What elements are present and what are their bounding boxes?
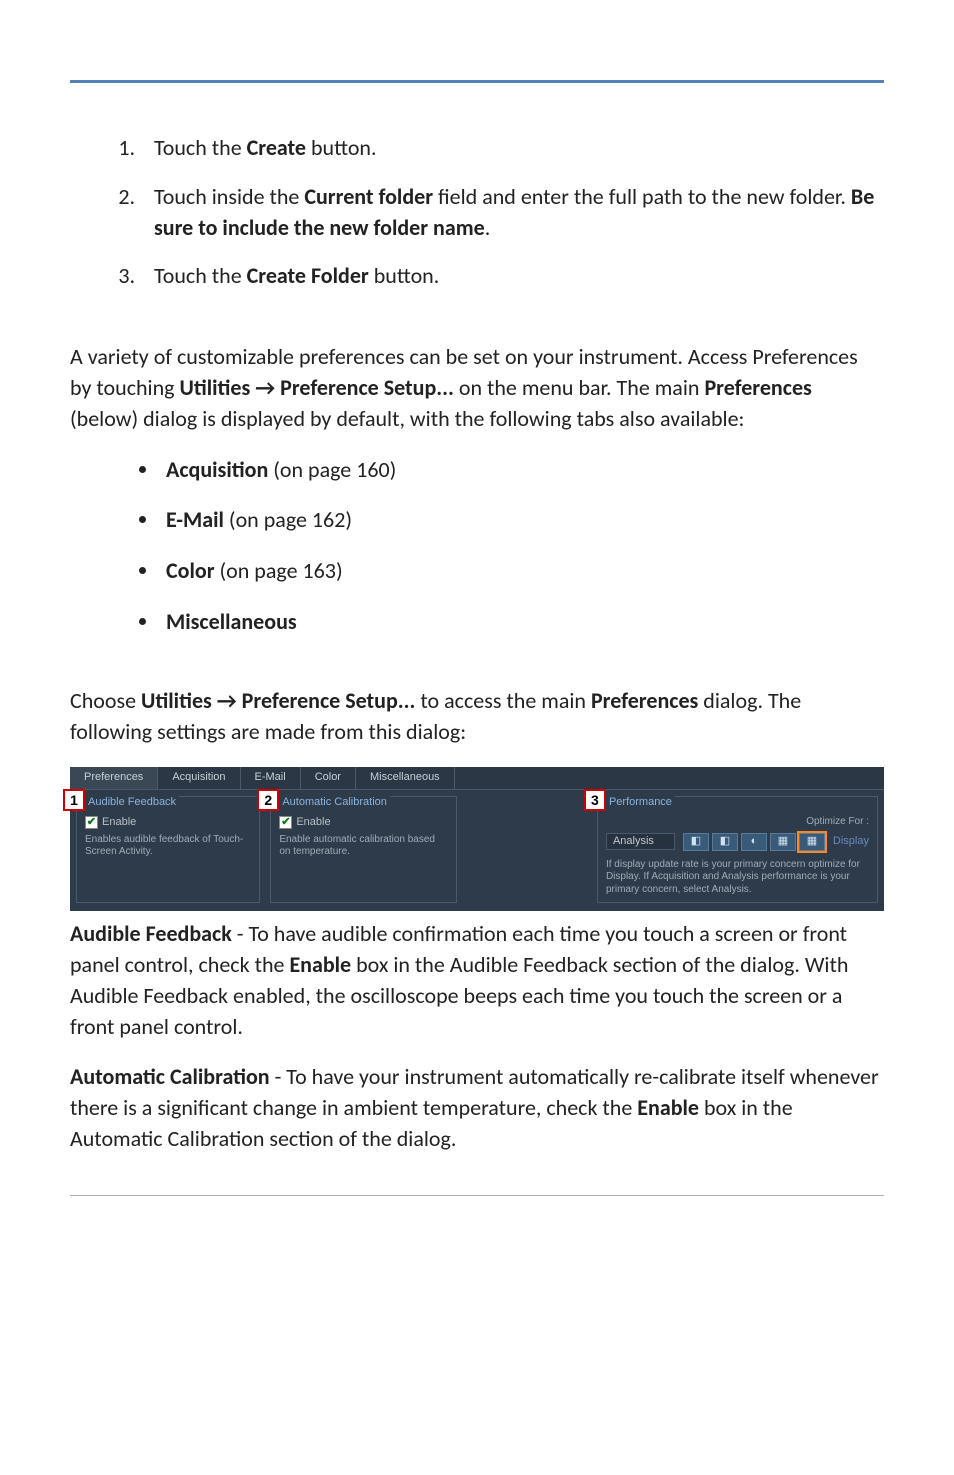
spacer [467, 796, 587, 904]
automatic-calibration-group: 2 Automatic Calibration ✔ Enable Enable … [270, 796, 457, 904]
optimize-mode-value[interactable]: Analysis [606, 833, 675, 850]
optimize-for-label: Optimize For : [806, 815, 869, 829]
step-text: Touch the [154, 134, 247, 161]
step-seg: field and enter the full path to the new… [433, 183, 851, 210]
step-3: Touch the Create Folder button. [140, 261, 884, 292]
group-title: Performance [606, 795, 675, 810]
step-seg: . [485, 214, 491, 241]
callout-3: 3 [584, 789, 606, 811]
intro-seg: Utilities → Preference Setup... [180, 374, 454, 401]
step-text: Touch the [154, 262, 247, 289]
intro-paragraph: A variety of customizable preferences ca… [70, 342, 884, 434]
tab-ref: (on page 160) [268, 456, 396, 483]
optimize-btn-3[interactable]: ◐ [741, 833, 767, 851]
tab-email[interactable]: E-Mail [241, 767, 301, 788]
seg: Automatic Calibration [70, 1063, 270, 1090]
step-seg: Touch inside the [154, 183, 304, 210]
performance-group: 3 Performance Optimize For : Analysis ◧ … [597, 796, 878, 904]
optimize-btn-4[interactable]: ▦ [770, 833, 796, 851]
optimize-btn-1[interactable]: ◧ [683, 833, 709, 851]
optimize-mode-row: Analysis ◧ ◧ ◐ ▦ ▦ Display [606, 833, 869, 851]
list-item: Miscellaneous [160, 607, 884, 638]
checkbox-label: Enable [102, 815, 136, 830]
optimize-for-row: Optimize For : [606, 815, 869, 829]
seg: Enable [637, 1094, 699, 1121]
step-text: button. [369, 262, 440, 289]
step-bold: Create Folder [247, 262, 369, 289]
tab-label: Acquisition [166, 456, 268, 483]
list-item: Color (on page 163) [160, 556, 884, 587]
choose-seg: Utilities → Preference Setup... [141, 687, 415, 714]
group-title: Audible Feedback [85, 795, 179, 810]
audible-paragraph: Audible Feedback - To have audible confi… [70, 919, 884, 1042]
group-title: Automatic Calibration [279, 795, 390, 810]
header-rule [70, 80, 884, 83]
check-icon: ✔ [85, 816, 98, 829]
performance-desc: If display update rate is your primary c… [606, 859, 869, 897]
choose-seg: to access the main [415, 687, 591, 714]
tab-label: E-Mail [166, 506, 224, 533]
tab-preferences[interactable]: Preferences [70, 767, 158, 788]
enable-calibration-checkbox[interactable]: ✔ Enable [279, 815, 448, 830]
choose-seg: Preferences [591, 687, 698, 714]
check-icon: ✔ [279, 816, 292, 829]
seg: Audible Feedback [70, 920, 232, 947]
tab-color[interactable]: Color [301, 767, 356, 788]
step-1: Touch the Create button. [140, 133, 884, 164]
step-text: button. [306, 134, 377, 161]
tab-label: Miscellaneous [166, 608, 297, 635]
footer-rule [70, 1195, 884, 1196]
dialog-tab-strip: Preferences Acquisition E-Mail Color Mis… [70, 767, 884, 789]
list-item: E-Mail (on page 162) [160, 505, 884, 536]
tab-label: Color [166, 557, 215, 584]
intro-seg: Preferences [704, 374, 811, 401]
tabs-bullet-list: Acquisition (on page 160) E-Mail (on pag… [70, 455, 884, 638]
audible-feedback-group: 1 Audible Feedback ✔ Enable Enables audi… [76, 796, 260, 904]
step-2: Touch inside the Current folder field an… [140, 182, 884, 244]
calibration-paragraph: Automatic Calibration - To have your ins… [70, 1062, 884, 1154]
callout-1: 1 [63, 789, 85, 811]
optimize-btn-2[interactable]: ◧ [712, 833, 738, 851]
display-label: Display [833, 834, 869, 849]
dialog-body: 1 Audible Feedback ✔ Enable Enables audi… [70, 790, 884, 912]
enable-audible-checkbox[interactable]: ✔ Enable [85, 815, 251, 830]
list-item: Acquisition (on page 160) [160, 455, 884, 486]
choose-seg: Choose [70, 687, 141, 714]
tab-ref: (on page 162) [224, 506, 352, 533]
tab-ref: (on page 163) [215, 557, 343, 584]
choose-paragraph: Choose Utilities → Preference Setup... t… [70, 686, 884, 748]
seg: Enable [289, 951, 351, 978]
intro-seg: on the menu bar. The main [454, 374, 705, 401]
intro-seg: (below) dialog is displayed by default, … [70, 405, 744, 432]
step-seg: Current folder [304, 183, 433, 210]
step-bold: Create [247, 134, 306, 161]
checkbox-label: Enable [296, 815, 330, 830]
optimize-button-set: ◧ ◧ ◐ ▦ ▦ [683, 833, 825, 851]
tab-miscellaneous[interactable]: Miscellaneous [356, 767, 455, 788]
calibration-desc: Enable automatic calibration based on te… [279, 834, 448, 858]
preferences-dialog: Preferences Acquisition E-Mail Color Mis… [70, 767, 884, 911]
tab-acquisition[interactable]: Acquisition [158, 767, 240, 788]
audible-desc: Enables audible feedback of Touch-Screen… [85, 834, 251, 858]
steps-list: Touch the Create button. Touch inside th… [70, 133, 884, 292]
optimize-btn-5[interactable]: ▦ [799, 833, 825, 851]
callout-2: 2 [257, 789, 279, 811]
